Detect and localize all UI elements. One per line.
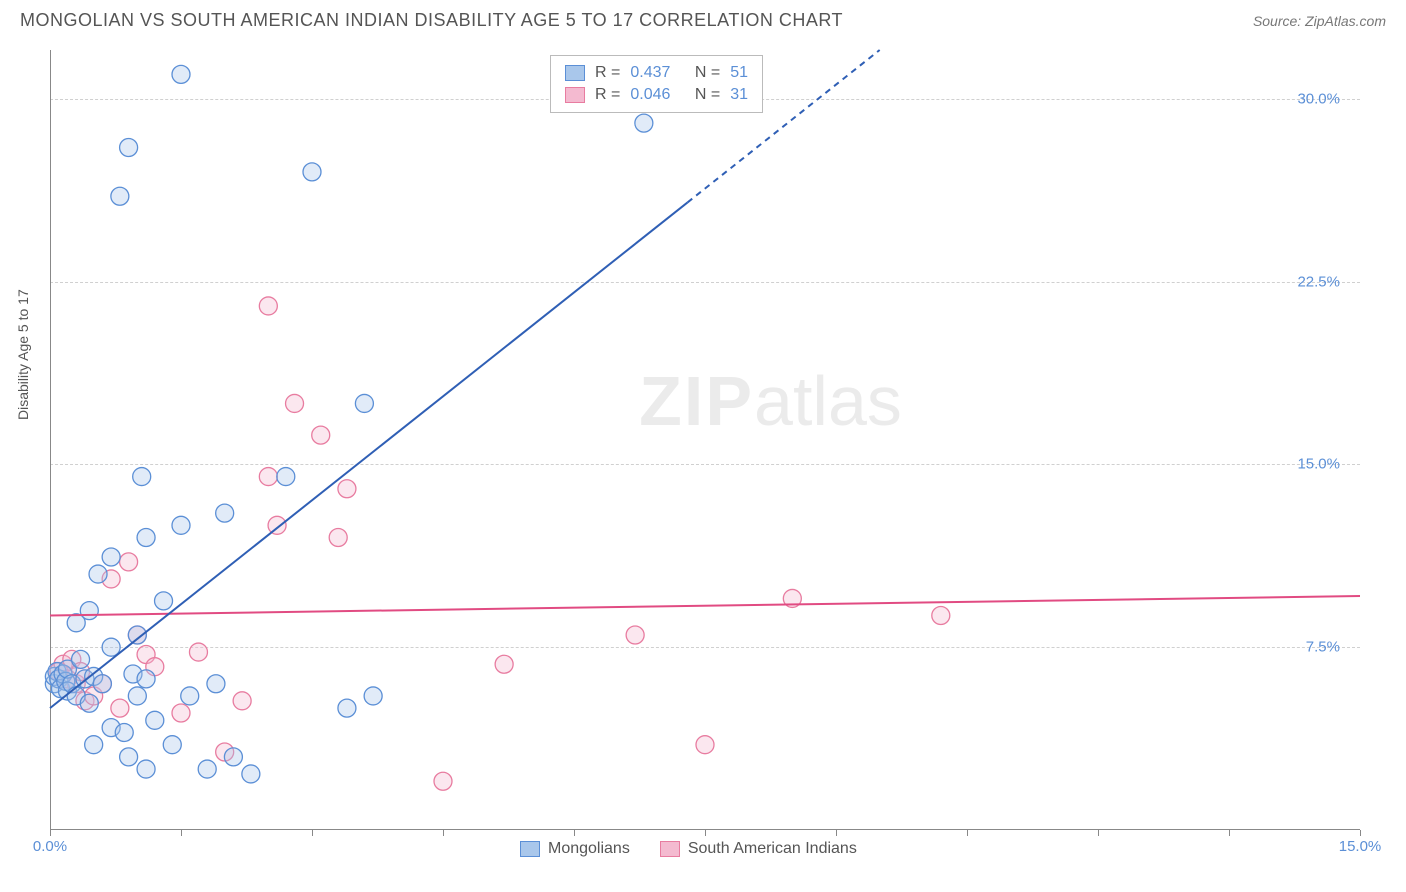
data-point <box>111 187 129 205</box>
data-point <box>233 692 251 710</box>
data-point <box>163 736 181 754</box>
n-value-south-american: 31 <box>730 86 748 104</box>
data-point <box>338 480 356 498</box>
legend-swatch-mongolians <box>565 65 585 81</box>
data-point <box>635 114 653 132</box>
x-tick <box>574 830 575 836</box>
data-point <box>172 65 190 83</box>
x-tick-label: 15.0% <box>1339 838 1382 855</box>
r-value-south-american: 0.046 <box>630 86 670 104</box>
legend-row-mongolians: R = 0.437 N = 51 <box>565 62 748 84</box>
source-prefix: Source: <box>1253 13 1305 29</box>
data-point <box>355 394 373 412</box>
data-point <box>259 468 277 486</box>
data-point <box>224 748 242 766</box>
source-attribution: Source: ZipAtlas.com <box>1253 13 1386 29</box>
data-point <box>120 139 138 157</box>
legend-row-south-american: R = 0.046 N = 31 <box>565 84 748 106</box>
trend-line <box>50 596 1360 616</box>
data-point <box>102 548 120 566</box>
data-point <box>696 736 714 754</box>
legend-swatch-south-american <box>565 87 585 103</box>
x-tick <box>181 830 182 836</box>
x-tick <box>1360 830 1361 836</box>
data-point <box>155 592 173 610</box>
data-point <box>364 687 382 705</box>
data-point <box>80 602 98 620</box>
data-point <box>216 504 234 522</box>
data-point <box>329 529 347 547</box>
x-tick <box>836 830 837 836</box>
data-point <box>338 699 356 717</box>
data-point <box>80 694 98 712</box>
data-point <box>93 675 111 693</box>
data-point <box>259 297 277 315</box>
data-point <box>198 760 216 778</box>
r-label: R = <box>595 64 620 82</box>
x-tick <box>443 830 444 836</box>
data-point <box>312 426 330 444</box>
x-tick <box>50 830 51 836</box>
data-point <box>85 736 103 754</box>
data-point <box>72 650 90 668</box>
data-point <box>137 760 155 778</box>
legend-swatch-mongolians <box>520 841 540 857</box>
data-point <box>115 724 133 742</box>
data-point <box>286 394 304 412</box>
legend-swatch-south-american <box>660 841 680 857</box>
data-point <box>128 687 146 705</box>
data-point <box>137 529 155 547</box>
data-point <box>303 163 321 181</box>
r-label: R = <box>595 86 620 104</box>
x-tick-label: 0.0% <box>33 838 67 855</box>
x-tick <box>312 830 313 836</box>
data-point <box>434 772 452 790</box>
chart-svg <box>50 50 1360 830</box>
data-point <box>146 711 164 729</box>
n-label: N = <box>695 86 720 104</box>
data-point <box>207 675 225 693</box>
data-point <box>133 468 151 486</box>
data-point <box>181 687 199 705</box>
x-tick <box>705 830 706 836</box>
correlation-legend: R = 0.437 N = 51 R = 0.046 N = 31 <box>550 55 763 113</box>
data-point <box>111 699 129 717</box>
n-value-mongolians: 51 <box>730 64 748 82</box>
trend-line <box>50 202 688 708</box>
source-name: ZipAtlas.com <box>1305 13 1386 29</box>
chart-title: MONGOLIAN VS SOUTH AMERICAN INDIAN DISAB… <box>20 10 843 31</box>
n-label: N = <box>695 64 720 82</box>
r-value-mongolians: 0.437 <box>630 64 670 82</box>
data-point <box>172 704 190 722</box>
data-point <box>89 565 107 583</box>
data-point <box>932 607 950 625</box>
data-point <box>172 516 190 534</box>
legend-label-mongolians: Mongolians <box>548 840 630 858</box>
data-point <box>120 553 138 571</box>
data-point <box>626 626 644 644</box>
legend-item-mongolians: Mongolians <box>520 840 630 858</box>
x-tick <box>967 830 968 836</box>
data-point <box>268 516 286 534</box>
legend-item-south-american: South American Indians <box>660 840 857 858</box>
legend-label-south-american: South American Indians <box>688 840 857 858</box>
y-axis-label: Disability Age 5 to 17 <box>15 289 31 420</box>
series-legend: Mongolians South American Indians <box>520 840 857 858</box>
x-tick <box>1098 830 1099 836</box>
data-point <box>189 643 207 661</box>
data-point <box>277 468 295 486</box>
x-tick <box>1229 830 1230 836</box>
plot-area: ZIPatlas 7.5%15.0%22.5%30.0% 0.0%15.0% R… <box>50 50 1360 830</box>
data-point <box>137 670 155 688</box>
data-point <box>120 748 138 766</box>
data-point <box>242 765 260 783</box>
data-point <box>495 655 513 673</box>
